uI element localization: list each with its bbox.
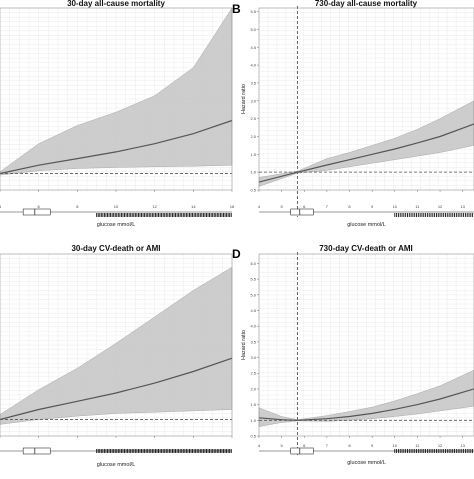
confidence-band: [258, 100, 474, 187]
x-tick-label: 10: [393, 204, 398, 209]
x-tick-label: 6: [303, 443, 306, 448]
x-axis-label: glucose mmol/L: [347, 460, 386, 466]
outlier-rug: [394, 449, 474, 453]
x-tick-label: 12: [438, 204, 443, 209]
x-tick-label: 4: [0, 204, 2, 209]
boxplot-box: [290, 447, 314, 455]
y-tick-label: 5.0: [250, 292, 256, 297]
y-axis-label: Hazard ratio: [241, 84, 247, 114]
y-tick-label: 4.5: [250, 308, 256, 313]
panel-letter: B: [232, 2, 241, 16]
x-tick-label: 8: [348, 443, 351, 448]
panel-30day-cv-death-or-ami: glucose mmol/L 30-day CV-death or AMI: [0, 244, 233, 468]
panel-letter: D: [232, 247, 241, 261]
x-tick-label: 7: [326, 443, 329, 448]
boxplot-box: [22, 208, 51, 216]
y-tick-label: 5.0: [250, 27, 256, 32]
panel-title: 730-day CV-death or AMI: [319, 244, 413, 253]
x-tick-label: 6: [303, 204, 306, 209]
confidence-band: [258, 369, 474, 427]
y-tick-label: 1.5: [250, 402, 256, 407]
outlier-rug: [394, 213, 474, 217]
x-tick-label: 7: [326, 204, 329, 209]
x-tick-label: 4: [258, 443, 261, 448]
x-tick-label: 13: [460, 204, 465, 209]
hazard-ratio-curve: [258, 123, 474, 183]
hazard-ratio-curve: [258, 388, 474, 421]
y-tick-label: 6.0: [250, 261, 256, 266]
panel-730day-all-cause-mortality: 0.5 1.0 1.5 2.0 2.5 3.0 3.5 4.0 4.5 5.0 5.5 Hazard …: [232, 0, 474, 228]
y-tick-label: 4.5: [250, 45, 256, 50]
boxplot-box: [290, 208, 314, 216]
x-axis-label: glucose mmol/L: [347, 222, 386, 228]
y-tick-label: 0.5: [250, 188, 256, 193]
hazard-ratio-curve: [0, 357, 233, 421]
x-tick-label: 8: [76, 204, 79, 209]
y-tick-label: 3.5: [250, 80, 256, 85]
x-tick-label: 11: [415, 204, 420, 209]
y-axis-label: Hazard ratio: [241, 330, 247, 360]
x-tick-label: 13: [460, 443, 465, 448]
x-tick-label: 4: [258, 204, 261, 209]
panel-title: 730-day all-cause mortality: [315, 0, 418, 8]
x-tick-label: 5: [281, 204, 284, 209]
plot-border: [258, 253, 474, 437]
x-tick-label: 9: [371, 443, 374, 448]
x-tick-label: 10: [393, 443, 398, 448]
outlier-rug: [96, 213, 232, 217]
y-tick-label: 0.5: [250, 434, 256, 439]
x-tick-label: 8: [348, 204, 351, 209]
x-tick-label: 11: [415, 443, 420, 448]
x-axis-label: glucose mmol/L: [97, 462, 136, 468]
x-tick-label: 9: [371, 204, 374, 209]
y-tick-label: 4.0: [250, 63, 256, 68]
x-tick-label: 12: [438, 443, 443, 448]
y-tick-label: 4.0: [250, 324, 256, 329]
y-tick-label: 5.5: [250, 9, 256, 14]
outlier-rug: [96, 449, 232, 453]
panel-title: 30-day CV-death or AMI: [71, 244, 160, 253]
y-tick-label: 1.0: [250, 418, 256, 423]
y-tick-label: 3.0: [250, 355, 256, 360]
x-tick-label: 12: [152, 204, 157, 209]
x-tick-label: 6: [38, 204, 41, 209]
y-tick-label: 3.0: [250, 98, 256, 103]
panel-730day-cv-death-or-ami: 0.5 1.0 1.5 2.0 2.5 3.0 3.5 4.0 4.5 5.0 5.5 6.0 Haza…: [232, 244, 474, 466]
y-tick-label: 2.0: [250, 134, 256, 139]
y-tick-label: 1.0: [250, 170, 256, 175]
x-tick-label: 5: [281, 443, 284, 448]
hazard-ratio-curve: [0, 119, 233, 175]
x-tick-label: 14: [191, 204, 196, 209]
x-tick-label: 16: [230, 204, 235, 209]
y-tick-label: 5.5: [250, 277, 256, 282]
panel-title: 30-day all-cause mortality: [67, 0, 165, 8]
x-tick-label: 10: [114, 204, 119, 209]
y-tick-label: 3.5: [250, 339, 256, 344]
y-tick-label: 2.5: [250, 116, 256, 121]
y-tick-label: 1.5: [250, 152, 256, 157]
boxplot-box: [22, 447, 51, 455]
x-axis-label: glucose mmol/L: [97, 222, 136, 228]
y-tick-label: 2.5: [250, 371, 256, 376]
plot-border: [258, 7, 474, 191]
panel-30day-all-cause-mortality: 4 6 8 10 12 14 16 glucose mmol/L 30-day all-caus…: [0, 0, 235, 228]
y-tick-label: 2.0: [250, 386, 256, 391]
